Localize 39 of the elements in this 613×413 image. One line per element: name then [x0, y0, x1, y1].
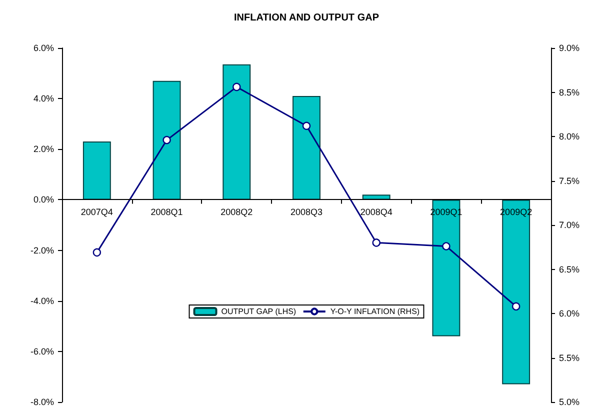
legend-label: Y-O-Y INFLATION (RHS) — [330, 307, 420, 316]
x-tick-label: 2008Q3 — [290, 207, 323, 218]
y-tick-label: -8.0% — [30, 397, 54, 407]
point — [442, 242, 450, 250]
point — [162, 136, 171, 144]
y-tick-label: 4.0% — [33, 94, 54, 104]
point — [232, 82, 241, 92]
y-tick-label: -4.0% — [30, 296, 54, 306]
x-tick-label: 2008Q4 — [360, 207, 392, 218]
point — [92, 248, 102, 257]
y-tick-label: 2.0% — [33, 144, 54, 154]
chart-title: INFLATION AND OUTPUT GAP — [234, 12, 380, 24]
bar — [222, 64, 251, 200]
y2-tick-label: 5.5% — [559, 352, 580, 363]
y2-tick-label: 7.0% — [559, 220, 580, 230]
y2-tick-label: 6.5% — [559, 264, 580, 274]
y-tick-label: 6.0% — [33, 43, 54, 53]
y2-tick-label: 7.5% — [559, 176, 580, 186]
point — [512, 302, 520, 311]
x-tick-label: 2007Q4 — [80, 207, 113, 218]
y2-tick-label: 8.0% — [559, 132, 580, 142]
x-tick-label: 2008Q2 — [220, 207, 253, 218]
y-tick-label: 0.0% — [33, 194, 54, 205]
bar — [432, 200, 460, 336]
bar — [82, 142, 111, 200]
bar — [502, 200, 530, 384]
legend-label: OUTPUT GAP (LHS) — [221, 307, 296, 316]
bar — [152, 80, 181, 200]
point — [372, 238, 380, 247]
bar — [362, 194, 390, 200]
y2-tick-label: 8.5% — [559, 87, 580, 98]
y2-tick-label: 6.0% — [559, 308, 580, 318]
bar — [292, 96, 320, 200]
x-tick-label: 2008Q1 — [150, 207, 183, 218]
y-tick-label: -2.0% — [30, 245, 54, 256]
y2-tick-label: 5.0% — [559, 397, 580, 407]
y-tick-label: -6.0% — [30, 346, 54, 356]
point — [302, 122, 311, 130]
y2-tick-label: 9.0% — [559, 43, 580, 53]
